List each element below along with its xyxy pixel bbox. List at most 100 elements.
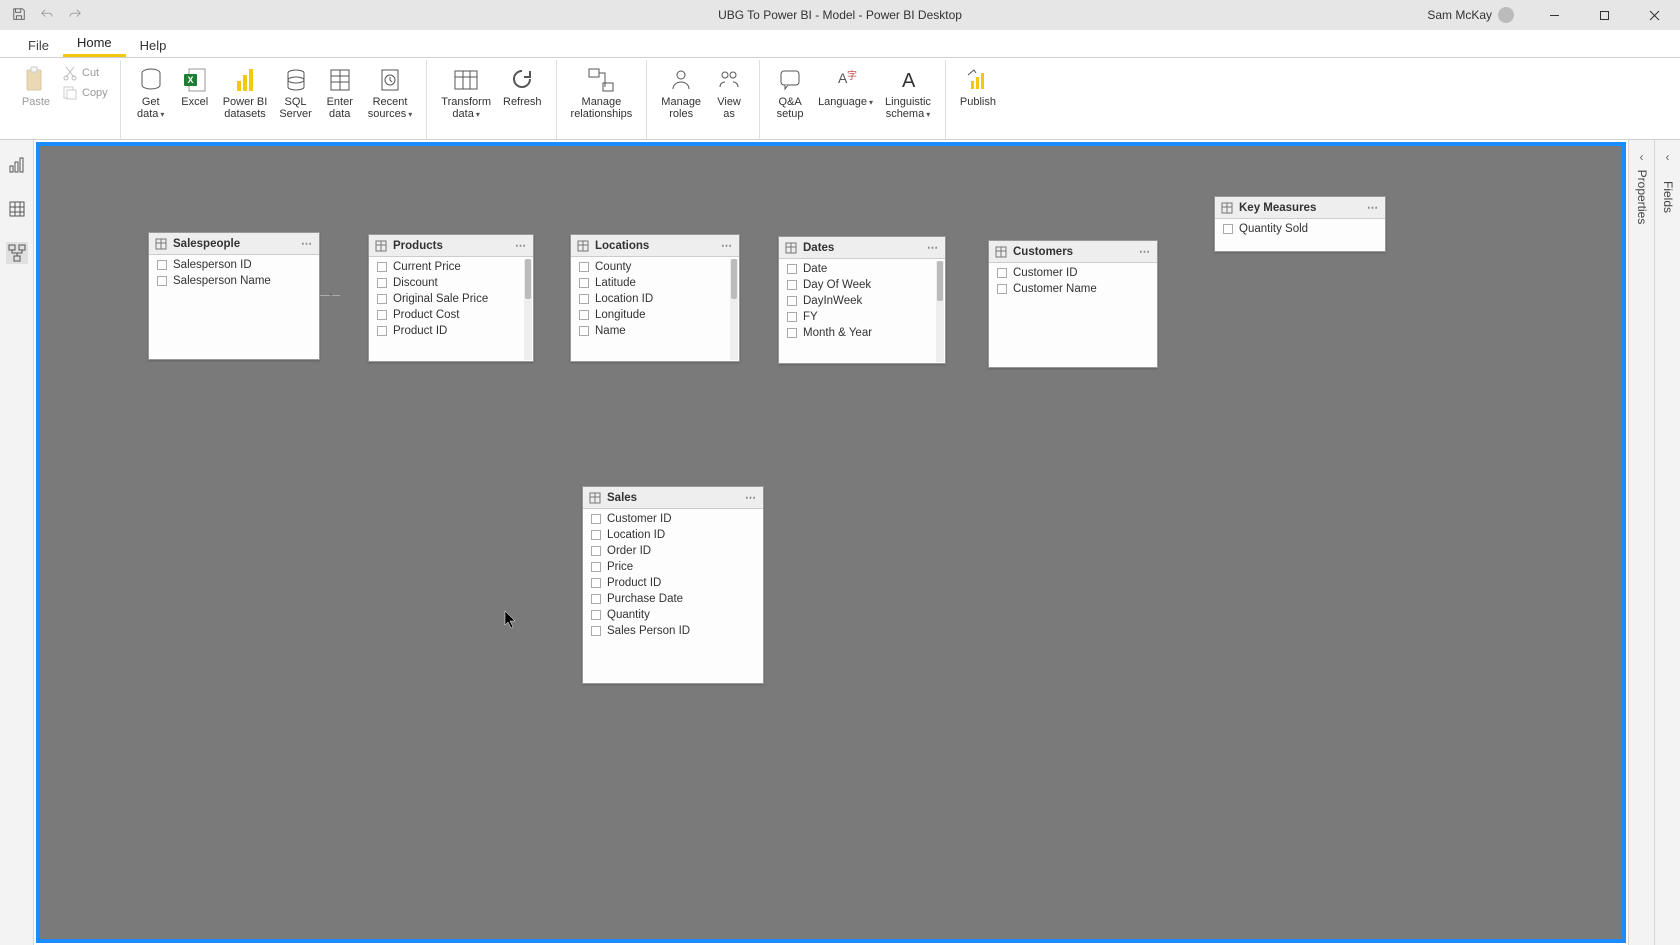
view-as-button[interactable]: View as — [707, 64, 751, 122]
field-row[interactable]: Day Of Week — [779, 277, 945, 293]
enter-data-button[interactable]: Enter data — [318, 64, 362, 122]
table-name: Customers — [1013, 246, 1073, 258]
publish-button[interactable]: Publish — [954, 64, 1002, 110]
paste-button[interactable]: Paste — [14, 64, 58, 110]
field-row[interactable]: Month & Year — [779, 325, 945, 341]
manage-roles-button[interactable]: Manage roles — [655, 64, 707, 122]
more-icon[interactable]: ⋯ — [721, 239, 733, 252]
field-icon — [787, 264, 797, 274]
scrollbar[interactable] — [936, 261, 944, 362]
scrollbar[interactable] — [524, 259, 532, 360]
more-icon[interactable]: ⋯ — [745, 491, 757, 504]
field-row[interactable]: Quantity Sold — [1215, 221, 1385, 237]
table-sales[interactable]: Sales ⋯ Customer IDLocation IDOrder IDPr… — [582, 486, 764, 684]
field-row[interactable]: FY — [779, 309, 945, 325]
field-row[interactable]: DayInWeek — [779, 293, 945, 309]
scroll-thumb[interactable] — [731, 259, 737, 299]
more-icon[interactable]: ⋯ — [515, 239, 527, 252]
field-row[interactable]: Salesperson ID — [149, 257, 319, 273]
field-row[interactable]: Salesperson Name — [149, 273, 319, 289]
cut-button[interactable]: Cut — [58, 64, 112, 82]
excel-button[interactable]: X Excel — [173, 64, 217, 110]
get-data-button[interactable]: Get data▾ — [129, 64, 173, 123]
field-row[interactable]: Latitude — [571, 275, 739, 291]
language-button[interactable]: A字 Language▾ — [812, 64, 879, 111]
more-icon[interactable]: ⋯ — [1367, 201, 1379, 214]
field-row[interactable]: Discount — [369, 275, 533, 291]
transform-data-button[interactable]: Transform data▾ — [435, 64, 497, 123]
field-row[interactable]: Order ID — [583, 543, 763, 559]
table-header[interactable]: Products ⋯ — [369, 235, 533, 257]
field-row[interactable]: County — [571, 259, 739, 275]
field-row[interactable]: Product ID — [369, 323, 533, 339]
field-row[interactable]: Current Price — [369, 259, 533, 275]
table-customers[interactable]: Customers ⋯ Customer IDCustomer Name — [988, 240, 1158, 368]
field-icon — [997, 268, 1007, 278]
table-key-measures[interactable]: Key Measures ⋯ Quantity Sold — [1214, 196, 1386, 252]
field-label: Product Cost — [393, 309, 459, 321]
field-row[interactable]: Purchase Date — [583, 591, 763, 607]
table-header[interactable]: Dates ⋯ — [779, 237, 945, 259]
refresh-button[interactable]: Refresh — [497, 64, 548, 110]
field-row[interactable]: Price — [583, 559, 763, 575]
more-icon[interactable]: ⋯ — [301, 237, 313, 250]
table-salespeople[interactable]: Salespeople ⋯ Salesperson IDSalesperson … — [148, 232, 320, 360]
field-label: Product ID — [393, 325, 447, 337]
data-view-button[interactable] — [6, 198, 28, 220]
linguistic-schema-button[interactable]: A Linguistic schema▾ — [879, 64, 937, 123]
fields-pane-tab[interactable]: ‹ Fields — [1654, 140, 1680, 945]
field-row[interactable]: Name — [571, 323, 739, 339]
table-name: Salespeople — [173, 238, 240, 250]
scroll-thumb[interactable] — [525, 259, 531, 299]
properties-pane-tab[interactable]: ‹ Properties — [1628, 140, 1654, 945]
field-row[interactable]: Location ID — [583, 527, 763, 543]
pbi-datasets-button[interactable]: Power BI datasets — [217, 64, 274, 122]
field-row[interactable]: Quantity — [583, 607, 763, 623]
field-row[interactable]: Date — [779, 261, 945, 277]
copy-button[interactable]: Copy — [58, 84, 112, 102]
tab-file[interactable]: File — [14, 33, 63, 57]
report-view-button[interactable] — [6, 154, 28, 176]
recent-sources-button[interactable]: Recent sources▾ — [362, 64, 419, 123]
table-header[interactable]: Key Measures ⋯ — [1215, 197, 1385, 219]
table-header[interactable]: Salespeople ⋯ — [149, 233, 319, 255]
minimize-button[interactable] — [1534, 0, 1574, 30]
field-row[interactable]: Customer Name — [989, 281, 1157, 297]
scrollbar[interactable] — [730, 259, 738, 360]
user-account[interactable]: Sam McKay — [1427, 7, 1514, 23]
table-header[interactable]: Customers ⋯ — [989, 241, 1157, 263]
close-button[interactable] — [1634, 0, 1674, 30]
field-icon — [997, 284, 1007, 294]
tab-help[interactable]: Help — [126, 33, 181, 57]
table-dates[interactable]: Dates ⋯ DateDay Of WeekDayInWeek FY Month … — [778, 236, 946, 364]
field-row[interactable]: Sales Person ID — [583, 623, 763, 639]
table-products[interactable]: Products ⋯ Current PriceDiscountOriginal… — [368, 234, 534, 362]
right-panes: ‹ Properties ‹ Fields — [1628, 140, 1680, 945]
field-row[interactable]: Product Cost — [369, 307, 533, 323]
model-view-button[interactable] — [6, 242, 28, 264]
table-icon — [375, 240, 387, 252]
scroll-thumb[interactable] — [937, 261, 943, 301]
sql-server-button[interactable]: SQL Server — [273, 64, 317, 122]
save-icon[interactable] — [12, 7, 26, 24]
field-row[interactable]: Location ID — [571, 291, 739, 307]
undo-icon[interactable] — [40, 7, 54, 24]
tab-home[interactable]: Home — [63, 30, 126, 57]
field-row[interactable]: Product ID — [583, 575, 763, 591]
model-canvas[interactable]: 11111***** Salespeople ⋯ Salesperson IDS… — [36, 142, 1626, 943]
field-label: FY — [803, 311, 818, 323]
more-icon[interactable]: ⋯ — [927, 241, 939, 254]
maximize-button[interactable] — [1584, 0, 1624, 30]
field-row[interactable]: Longitude — [571, 307, 739, 323]
redo-icon[interactable] — [68, 7, 82, 24]
manage-relationships-button[interactable]: Manage relationships — [565, 64, 639, 122]
qa-setup-button[interactable]: Q&A setup — [768, 64, 812, 122]
table-header[interactable]: Sales ⋯ — [583, 487, 763, 509]
table-locations[interactable]: Locations ⋯ CountyLatitudeLocation IDLon… — [570, 234, 740, 362]
field-row[interactable]: Customer ID — [989, 265, 1157, 281]
more-icon[interactable]: ⋯ — [1139, 245, 1151, 258]
table-icon — [577, 240, 589, 252]
table-header[interactable]: Locations ⋯ — [571, 235, 739, 257]
field-row[interactable]: Original Sale Price — [369, 291, 533, 307]
field-row[interactable]: Customer ID — [583, 511, 763, 527]
